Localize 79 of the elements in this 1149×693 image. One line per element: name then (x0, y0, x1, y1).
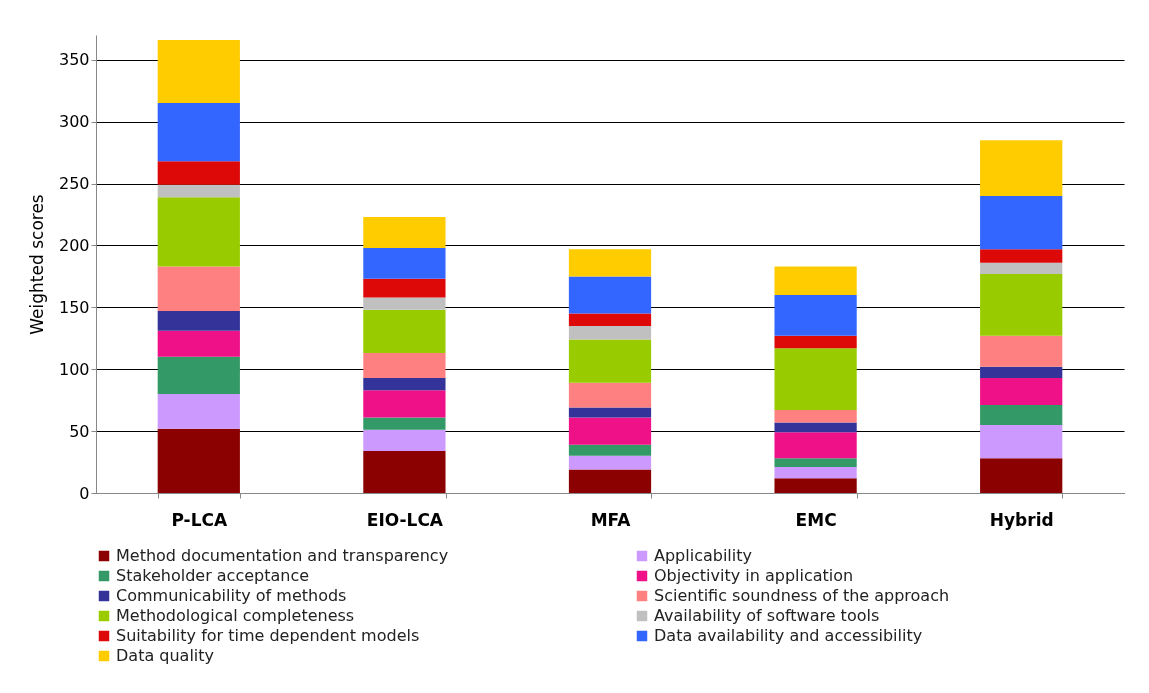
bar (157, 330, 240, 357)
x-tick-label: EMC (795, 509, 837, 530)
bar (568, 276, 652, 314)
bar (363, 429, 446, 451)
bar (980, 273, 1063, 336)
y-tick-label: 0 (79, 483, 90, 503)
bar (980, 377, 1063, 406)
legend-label: Data availability and accessibility (654, 626, 923, 645)
y-tick-label: 350 (58, 50, 90, 70)
bar (774, 294, 857, 336)
y-tick-label: 200 (58, 235, 90, 255)
bar (568, 313, 652, 326)
bar (363, 216, 446, 248)
legend-label: Scientific soundness of the approach (654, 586, 950, 605)
bar (157, 311, 240, 331)
bar (363, 377, 446, 391)
bar (363, 309, 446, 354)
bar (568, 325, 652, 340)
y-tick-label: 300 (58, 112, 90, 132)
legend-label: Method documentation and transparency (116, 546, 449, 565)
bar (157, 103, 240, 162)
bar (157, 266, 240, 312)
bar (774, 410, 857, 423)
bar (774, 478, 857, 493)
y-tick-label: 100 (58, 359, 90, 379)
bar (568, 469, 652, 493)
bar (980, 249, 1063, 263)
bar (157, 428, 240, 493)
bar (157, 184, 240, 198)
bar (363, 297, 446, 310)
legend-label: Suitability for time dependent models (116, 626, 420, 645)
bar (568, 455, 652, 470)
bar (568, 407, 652, 418)
x-tick-label: P-LCA (171, 509, 228, 530)
bar (980, 366, 1063, 378)
bar (980, 140, 1063, 196)
bar (363, 417, 446, 430)
legend-label: Data quality (116, 646, 215, 665)
bar (568, 382, 652, 408)
bar (774, 458, 857, 468)
y-tick-label: 250 (58, 174, 90, 194)
x-tick-label: MFA (590, 509, 632, 530)
bar (363, 278, 446, 298)
bar (980, 458, 1063, 493)
legend-label: Availability of software tools (654, 606, 880, 625)
legend-label: Communicability of methods (116, 586, 347, 605)
x-tick-label: Hybrid (989, 509, 1054, 530)
bar (363, 450, 446, 493)
bar (774, 432, 857, 459)
bar (980, 262, 1063, 274)
legend-label: Methodological completeness (116, 606, 355, 625)
bar (568, 417, 652, 445)
bar (568, 339, 652, 383)
bar (774, 335, 857, 349)
legend-label: Stakeholder acceptance (116, 566, 310, 585)
bar (568, 444, 652, 456)
bar (157, 39, 240, 104)
bar (363, 353, 446, 378)
bar (157, 161, 240, 185)
legend-label: Applicability (654, 546, 752, 565)
y-axis-title: Weighted scores (26, 194, 47, 335)
bar (157, 356, 240, 394)
bar (980, 195, 1063, 250)
bar (363, 247, 446, 279)
y-tick-label: 50 (69, 421, 90, 441)
y-tick-label: 150 (58, 297, 90, 317)
bar (568, 249, 652, 277)
bar (980, 335, 1063, 367)
bar (363, 390, 446, 418)
bar (980, 424, 1063, 459)
bar (980, 405, 1063, 425)
bar (774, 467, 857, 479)
legend-label: Objectivity in application (654, 566, 854, 585)
bar (157, 197, 240, 267)
bar (774, 422, 857, 433)
bar (157, 393, 240, 429)
bar (774, 266, 857, 295)
bar (774, 348, 857, 411)
x-tick-label: EIO-LCA (366, 509, 444, 530)
